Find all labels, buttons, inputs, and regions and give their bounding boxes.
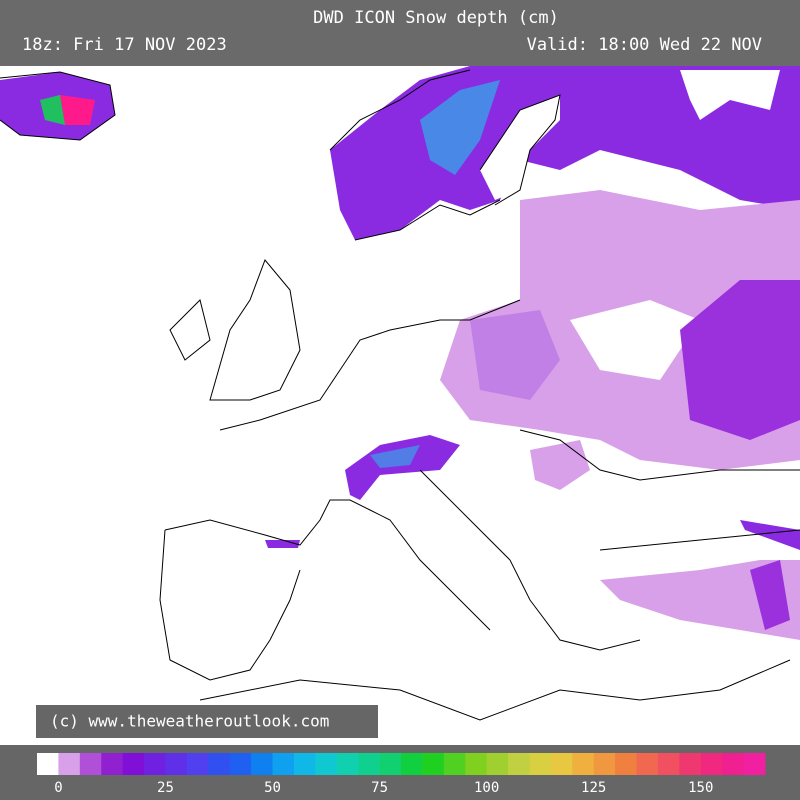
colorbar-swatch [422, 753, 445, 775]
colorbar-swatch [550, 753, 573, 775]
credit: (c) www.theweatheroutlook.com [50, 712, 329, 731]
run-time: 18z: Fri 17 NOV 2023 [22, 35, 227, 55]
colorbar-swatch [722, 753, 745, 775]
colorbar-swatch [401, 753, 423, 775]
colorbar-swatch [144, 753, 166, 775]
colorbar-tick-label: 100 [474, 780, 499, 796]
colorbar-swatch [679, 753, 702, 775]
colorbar-swatch [208, 753, 231, 775]
colorbar-swatch [165, 753, 188, 775]
colorbar-swatch [122, 753, 145, 775]
colorbar-swatch [529, 753, 552, 775]
colorbar-swatch [336, 753, 359, 775]
snow-cover [0, 66, 800, 640]
colorbar-swatch [251, 753, 274, 775]
colorbar-tick-label: 75 [371, 780, 388, 796]
colorbar-swatch [101, 753, 124, 775]
colorbar-swatch [229, 753, 252, 775]
colorbar-swatch [37, 753, 59, 775]
colorbar-tick-label: 125 [581, 780, 606, 796]
colorbar-swatch [636, 753, 659, 775]
valid-time: Valid: 18:00 Wed 22 NOV [527, 35, 762, 55]
colorbar-swatch [657, 753, 680, 775]
colorbar-swatch [508, 753, 530, 775]
colorbar: 0 25 50 75 100 125 150 [37, 753, 766, 796]
title: DWD ICON Snow depth (cm) [313, 8, 559, 28]
colorbar-swatch [379, 753, 402, 775]
colorbar-tick-label: 0 [54, 780, 62, 796]
coastlines [0, 69, 800, 721]
colorbar-swatch [615, 753, 638, 775]
colorbar-swatch [186, 753, 209, 775]
colorbar-swatch [486, 753, 509, 775]
colorbar-swatch [572, 753, 595, 775]
colorbar-swatch [465, 753, 488, 775]
colorbar-tick-label: 150 [688, 780, 713, 796]
credit-box [36, 705, 378, 738]
colorbar-swatch [443, 753, 466, 775]
colorbar-swatch [700, 753, 723, 775]
colorbar-swatch [743, 753, 766, 775]
colorbar-swatch [79, 753, 102, 775]
colorbar-swatch [58, 753, 81, 775]
colorbar-swatch [293, 753, 316, 775]
colorbar-swatch [358, 753, 381, 775]
colorbar-swatch [315, 753, 338, 775]
colorbar-tick-label: 50 [264, 780, 281, 796]
header-bar [0, 0, 800, 66]
colorbar-swatch [593, 753, 616, 775]
colorbar-swatch [272, 753, 295, 775]
colorbar-tick-label: 25 [157, 780, 174, 796]
